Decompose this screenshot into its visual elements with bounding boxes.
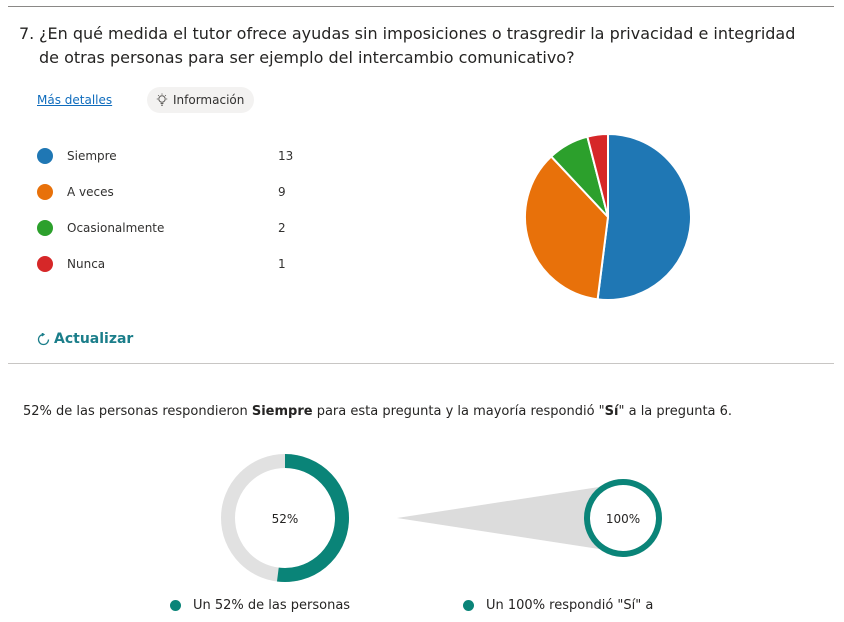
refresh-label: Actualizar [54, 331, 134, 347]
legend-count: 2 [278, 221, 286, 235]
footer-legend-right: Un 100% respondió "Sí" a [463, 598, 653, 613]
insight-visual: 52% 100% [221, 454, 662, 582]
info-label: Información [173, 93, 245, 107]
top-divider [8, 6, 834, 7]
donut-right-label: 100% [606, 512, 640, 526]
pie-chart [524, 132, 692, 301]
refresh-button[interactable]: Actualizar [37, 331, 133, 347]
connector-wedge [397, 483, 625, 553]
legend-item-siempre: Siempre 13 [37, 146, 307, 166]
pie-slice-siempre[interactable] [596, 132, 692, 301]
question-number: 7. [19, 24, 35, 43]
question-text: ¿En qué medida el tutor ofrece ayudas si… [39, 24, 796, 67]
donut-right-background [586, 481, 660, 555]
legend-swatch [37, 256, 53, 272]
legend-label: Nunca [67, 257, 106, 271]
legend-swatch [37, 220, 53, 236]
footer-legend-right-label: Un 100% respondió "Sí" a [486, 598, 654, 613]
pie-slice-nunca[interactable] [586, 132, 609, 218]
more-details-link[interactable]: Más detalles [37, 93, 113, 107]
insight-highlight-answer: Siempre [251, 404, 313, 419]
insight-part: " a la pregunta 6. [618, 404, 733, 419]
legend-item-nunca: Nunca 1 [37, 254, 307, 274]
lightbulb-icon [156, 93, 168, 106]
legend-item-ocasionalmente: Ocasionalmente 2 [37, 218, 307, 238]
refresh-icon [37, 332, 50, 345]
legend-swatch [463, 600, 474, 611]
pie-slice-a-veces[interactable] [524, 155, 610, 301]
insight-highlight-yes: Sí [604, 404, 619, 419]
donut-right-arc [584, 479, 662, 557]
donut-left-arc [276, 454, 349, 582]
footer-legend-left: Un 52% de las personas [170, 598, 350, 613]
insight-text: 52% de las personas respondieron Siempre… [23, 404, 732, 419]
legend-label: A veces [67, 185, 114, 199]
legend-swatch [37, 148, 53, 164]
legend-swatch [170, 600, 181, 611]
donut-left-label: 52% [272, 512, 299, 526]
legend-count: 1 [278, 257, 286, 271]
info-button[interactable]: Información [147, 87, 255, 113]
footer-legend-left-label: Un 52% de las personas [193, 598, 351, 613]
section-divider [8, 363, 834, 364]
legend-count: 13 [278, 149, 294, 163]
legend-swatch [37, 184, 53, 200]
legend-label: Ocasionalmente [67, 221, 165, 235]
legend-item-a-veces: A veces 9 [37, 182, 307, 202]
legend-count: 9 [278, 185, 286, 199]
legend-label: Siempre [67, 149, 117, 163]
insight-part: 52% de las personas respondieron [23, 404, 252, 419]
insight-part: para esta pregunta y la mayoría respondi… [312, 404, 605, 419]
